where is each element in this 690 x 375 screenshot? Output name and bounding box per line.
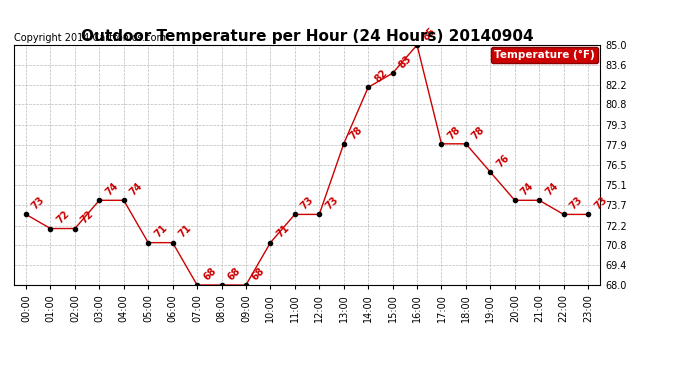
Legend: Temperature (°F): Temperature (°F) [491, 47, 598, 63]
Title: Outdoor Temperature per Hour (24 Hours) 20140904: Outdoor Temperature per Hour (24 Hours) … [81, 29, 533, 44]
Text: 82: 82 [373, 68, 389, 85]
Text: 68: 68 [226, 266, 242, 282]
Text: 73: 73 [568, 195, 584, 211]
Text: 68: 68 [201, 266, 218, 282]
Text: 85: 85 [421, 26, 438, 42]
Text: 68: 68 [250, 266, 267, 282]
Text: 78: 78 [446, 124, 462, 141]
Text: 72: 72 [79, 209, 96, 226]
Text: 71: 71 [152, 223, 169, 240]
Text: 78: 78 [470, 124, 486, 141]
Text: 73: 73 [324, 195, 340, 211]
Text: 74: 74 [519, 181, 535, 198]
Text: 74: 74 [543, 181, 560, 198]
Text: 73: 73 [592, 195, 609, 211]
Text: 76: 76 [495, 153, 511, 169]
Text: 72: 72 [55, 209, 71, 226]
Text: 71: 71 [177, 223, 193, 240]
Text: 74: 74 [104, 181, 120, 198]
Text: 73: 73 [30, 195, 47, 211]
Text: 71: 71 [275, 223, 291, 240]
Text: 78: 78 [348, 124, 364, 141]
Text: 74: 74 [128, 181, 144, 198]
Text: 83: 83 [397, 54, 413, 70]
Text: Copyright 2014 Cartronics.com: Copyright 2014 Cartronics.com [14, 33, 166, 43]
Text: 73: 73 [299, 195, 315, 211]
